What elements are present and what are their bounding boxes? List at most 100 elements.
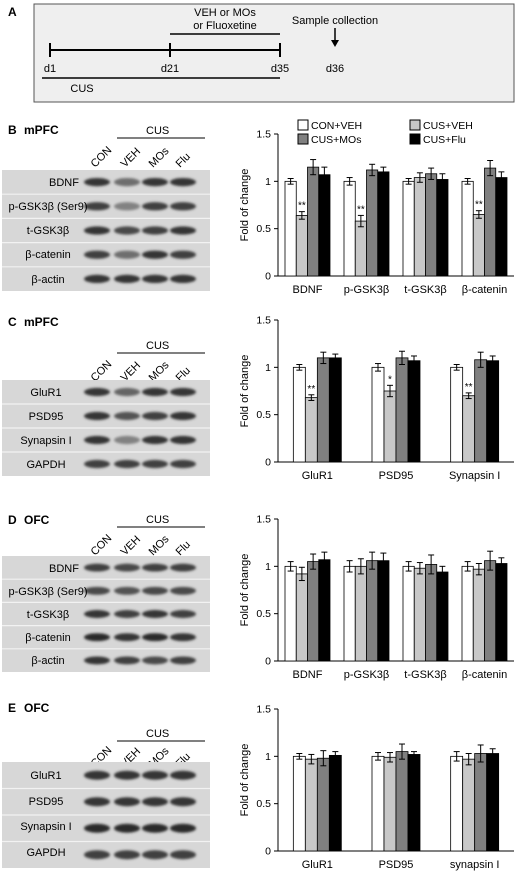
bar (407, 360, 421, 463)
panel-d-bands (2, 563, 210, 665)
blot-band (84, 610, 110, 618)
y-tick-label: 0.5 (256, 608, 271, 620)
bar (436, 571, 449, 662)
y-tick-label: 1 (265, 751, 271, 763)
blot-band (170, 610, 196, 618)
lane-label-flu: Flu (174, 151, 193, 170)
panel-a-frame (33, 3, 515, 103)
blot-row-label: Synapsin I (20, 435, 71, 447)
bar (425, 173, 438, 277)
blot-band (84, 823, 110, 833)
legend-swatch (409, 119, 421, 131)
bar (461, 565, 474, 662)
x-tick-label: GluR1 (302, 470, 333, 482)
blot-band (142, 226, 168, 235)
blot-band (142, 823, 168, 833)
blot-band (170, 850, 196, 860)
x-tick-label: PSD95 (379, 470, 414, 482)
blot-row-label: PSD95 (29, 796, 64, 808)
x-tick-label: BDNF (293, 284, 323, 296)
significance-marker: ** (298, 201, 306, 212)
panel-c-bands (2, 387, 210, 469)
bar (474, 359, 488, 463)
panel-b-letter: B (8, 123, 17, 137)
blot-band (84, 656, 110, 665)
panel-c: C mPFC CUS CON VEH MOs Flu GluR1 PSD95 S… (2, 315, 210, 476)
blot-band (142, 435, 168, 445)
bar (395, 751, 409, 852)
blot-band (142, 610, 168, 618)
blot-row-label: BDNF (49, 563, 79, 575)
bar (377, 560, 390, 662)
blot-band (114, 250, 140, 259)
legend-label: CON+VEH (311, 120, 362, 132)
panel-e-region: OFC (24, 701, 50, 715)
bar (354, 565, 367, 662)
significance-marker: * (388, 374, 392, 385)
blot-band (170, 586, 196, 595)
x-tick-label: Synapsin I (449, 470, 500, 482)
y-tick-label: 1 (265, 561, 271, 573)
blot-band (84, 563, 110, 572)
blot-row-label: β-catenin (25, 249, 70, 261)
y-tick-label: 0 (265, 656, 271, 668)
panel-e-cus: CUS (146, 728, 169, 740)
panel-d-cus: CUS (146, 514, 169, 526)
lane-label-con: CON (89, 144, 115, 170)
blot-band (114, 797, 140, 807)
sample-collection-label: Sample collection (292, 15, 378, 27)
bar (304, 758, 318, 852)
panel-c-region: mPFC (24, 315, 59, 329)
y-tick-label: 1 (265, 362, 271, 374)
blot-band (170, 387, 196, 397)
blot-band (142, 770, 168, 780)
bar (486, 360, 500, 463)
x-tick-label: synapsin I (450, 859, 500, 871)
blot-band (170, 435, 196, 445)
blot-band (170, 226, 196, 235)
blot-band (142, 633, 168, 642)
blot-band (114, 226, 140, 235)
bar (484, 560, 497, 662)
blot-band (114, 633, 140, 642)
blot-band (114, 411, 140, 421)
legend-label: CUS+Flu (423, 134, 466, 146)
blot-band (114, 177, 140, 187)
arrow-head-icon (331, 40, 339, 47)
panel-b-region: mPFC (24, 123, 59, 137)
bar (292, 755, 306, 852)
blot-band (142, 274, 168, 284)
blot-band (170, 770, 196, 780)
bar (402, 565, 415, 662)
y-axis-label: Fold of change (239, 169, 251, 242)
label-d21: d21 (161, 63, 179, 75)
blot-band (170, 250, 196, 259)
y-tick-label: 0 (265, 271, 271, 283)
panel-b-cus: CUS (146, 125, 169, 137)
bar (484, 167, 497, 277)
blot-band (84, 250, 110, 259)
lane-label-veh: VEH (119, 534, 144, 559)
treatment-label-1: VEH or MOs (194, 7, 256, 19)
bar (371, 755, 385, 852)
panel-a-letter: A (8, 5, 17, 19)
x-tick-label: t-GSK3β (404, 284, 446, 296)
significance-marker: ** (307, 384, 315, 395)
bar (407, 754, 421, 852)
y-tick-label: 1.5 (256, 704, 271, 716)
panel-a-timeline: A VEH or MOs or Fluoxetine Sample collec… (8, 3, 515, 103)
blot-band (170, 202, 196, 211)
blot-band (170, 563, 196, 572)
bar (295, 573, 308, 662)
label-d36: d36 (326, 63, 344, 75)
legend-label: CUS+VEH (423, 120, 473, 132)
y-tick-label: 0.5 (256, 409, 271, 421)
lane-label-flu: Flu (174, 539, 193, 558)
y-axis-label: Fold of change (239, 554, 251, 627)
y-tick-label: 1 (265, 176, 271, 188)
x-tick-label: β-catenin (462, 669, 507, 681)
y-tick-label: 0.5 (256, 798, 271, 810)
blot-band (84, 850, 110, 860)
chart-c: 0 0.5 1 1.5 Fold of change ** GluR1 * PSD95 ** Syn… (239, 315, 514, 482)
